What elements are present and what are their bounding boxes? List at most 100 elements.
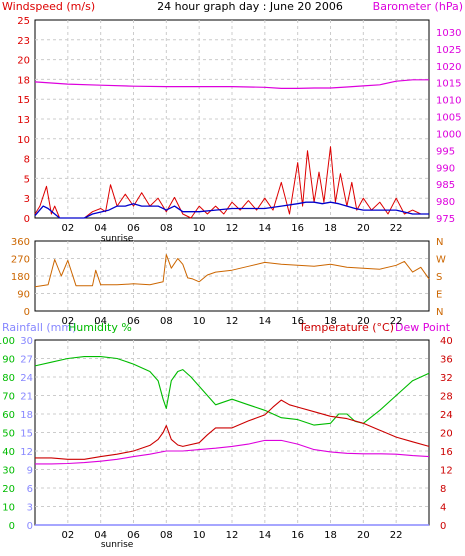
right-tick-label: 975 [436,214,455,225]
left-tick-label: 0 [9,521,15,532]
left-tick-label: 30 [20,336,33,347]
x-tick-label: 12 [226,316,239,327]
right-tick-label: 28 [440,392,453,403]
left-tick-label: 20 [2,484,15,495]
x-tick-label: 18 [324,316,337,327]
right-tick-label: 1005 [436,113,461,124]
x-tick-label: 02 [61,223,74,234]
x-tick-label: 18 [324,223,337,234]
rainfall-axis-label: Rainfall (mm) [2,321,76,334]
windspeed-axis-label: Windspeed (m/s) [2,0,95,13]
temperature-axis-label: Temperature (°C) [298,321,394,334]
sunrise-label: sunrise [101,234,134,244]
left-tick-label: 10 [17,135,30,146]
wind-average-line [34,201,429,219]
left-tick-label: 70 [2,392,15,403]
right-tick-label: 24 [440,410,453,421]
x-tick-label: 10 [193,223,206,234]
x-tick-label: 06 [127,316,140,327]
left-tick-label: 50 [2,429,15,440]
left-tick-label: 80 [2,373,15,384]
left-tick-label: 15 [20,429,33,440]
left-tick-label: 10 [2,503,15,514]
left-tick-label: 27 [20,355,33,366]
sunrise-label: sunrise [101,540,134,550]
right-tick-label: 16 [440,447,453,458]
x-tick-label: 20 [357,316,370,327]
left-tick-label: 8 [24,155,30,166]
left-tick-label: 180 [11,272,30,283]
x-tick-label: 06 [127,223,140,234]
right-tick-label: 40 [440,336,453,347]
left-tick-label: 90 [2,355,15,366]
x-tick-label: 16 [291,223,304,234]
right-tick-label: 995 [436,146,455,157]
left-tick-label: 24 [20,373,33,384]
left-tick-label: 21 [20,392,33,403]
left-tick-label: 6 [27,484,33,495]
left-tick-label: 18 [17,75,30,86]
right-tick-label: 1030 [436,28,461,39]
x-tick-label: 20 [357,223,370,234]
left-tick-label: 0 [27,521,33,532]
x-tick-label: 12 [226,530,239,541]
x-tick-label: 04 [94,530,107,541]
right-tick-label: 12 [440,466,453,477]
left-tick-label: 3 [24,194,30,205]
barometer-axis-label: Barometer (hPa) [373,0,463,13]
left-tick-label: 13 [17,115,30,126]
temperature-line [35,399,430,460]
barometer-line [34,79,429,89]
right-tick-label: 980 [436,197,455,208]
left-tick-label: 100 [0,336,15,347]
x-tick-label: 02 [61,530,74,541]
right-tick-label: 985 [436,180,455,191]
left-tick-label: 18 [20,410,33,421]
x-tick-label: 04 [94,316,107,327]
humidity-axis-label: Humidity % [68,321,132,334]
left-tick-label: 40 [2,447,15,458]
right-tick-label: 990 [436,163,455,174]
right-tick-label: 0 [440,521,446,532]
x-tick-label: 16 [291,316,304,327]
left-tick-label: 90 [17,290,30,301]
x-tick-label: 10 [193,530,206,541]
x-tick-label: 06 [127,530,140,541]
x-tick-label: 14 [258,316,271,327]
humidity-line [34,356,430,426]
x-tick-label: 14 [258,223,271,234]
chart-title: 24 hour graph day : June 20 2006 [157,0,343,13]
left-tick-label: 0 [24,307,30,318]
left-tick-label: 23 [17,36,30,47]
right-tick-label: 1015 [436,79,461,90]
x-tick-label: 20 [357,530,370,541]
right-tick-label: W [436,255,446,266]
right-tick-label: 1000 [436,129,461,140]
x-tick-label: 18 [324,530,337,541]
x-tick-label: 14 [258,530,271,541]
x-tick-label: 04 [94,223,107,234]
left-tick-label: 360 [11,237,30,248]
right-tick-label: 20 [440,429,453,440]
left-tick-label: 60 [2,410,15,421]
right-tick-label: 32 [440,373,453,384]
left-tick-label: 12 [20,447,33,458]
left-tick-label: 15 [17,95,30,106]
left-tick-label: 270 [11,255,30,266]
right-tick-label: 1025 [436,45,461,56]
right-tick-label: N [436,237,443,248]
left-tick-label: 5 [24,174,30,185]
left-tick-label: 0 [24,214,30,225]
x-tick-label: 22 [390,316,403,327]
right-tick-label: 36 [440,355,453,366]
right-tick-label: 1020 [436,62,461,73]
x-tick-label: 16 [291,530,304,541]
windspeed-line [34,146,429,219]
x-tick-label: 10 [193,316,206,327]
right-tick-label: 1010 [436,96,461,107]
x-tick-label: 02 [61,316,74,327]
right-tick-label: N [436,307,443,318]
wind-direction-line [34,254,430,288]
x-tick-label: 22 [390,530,403,541]
